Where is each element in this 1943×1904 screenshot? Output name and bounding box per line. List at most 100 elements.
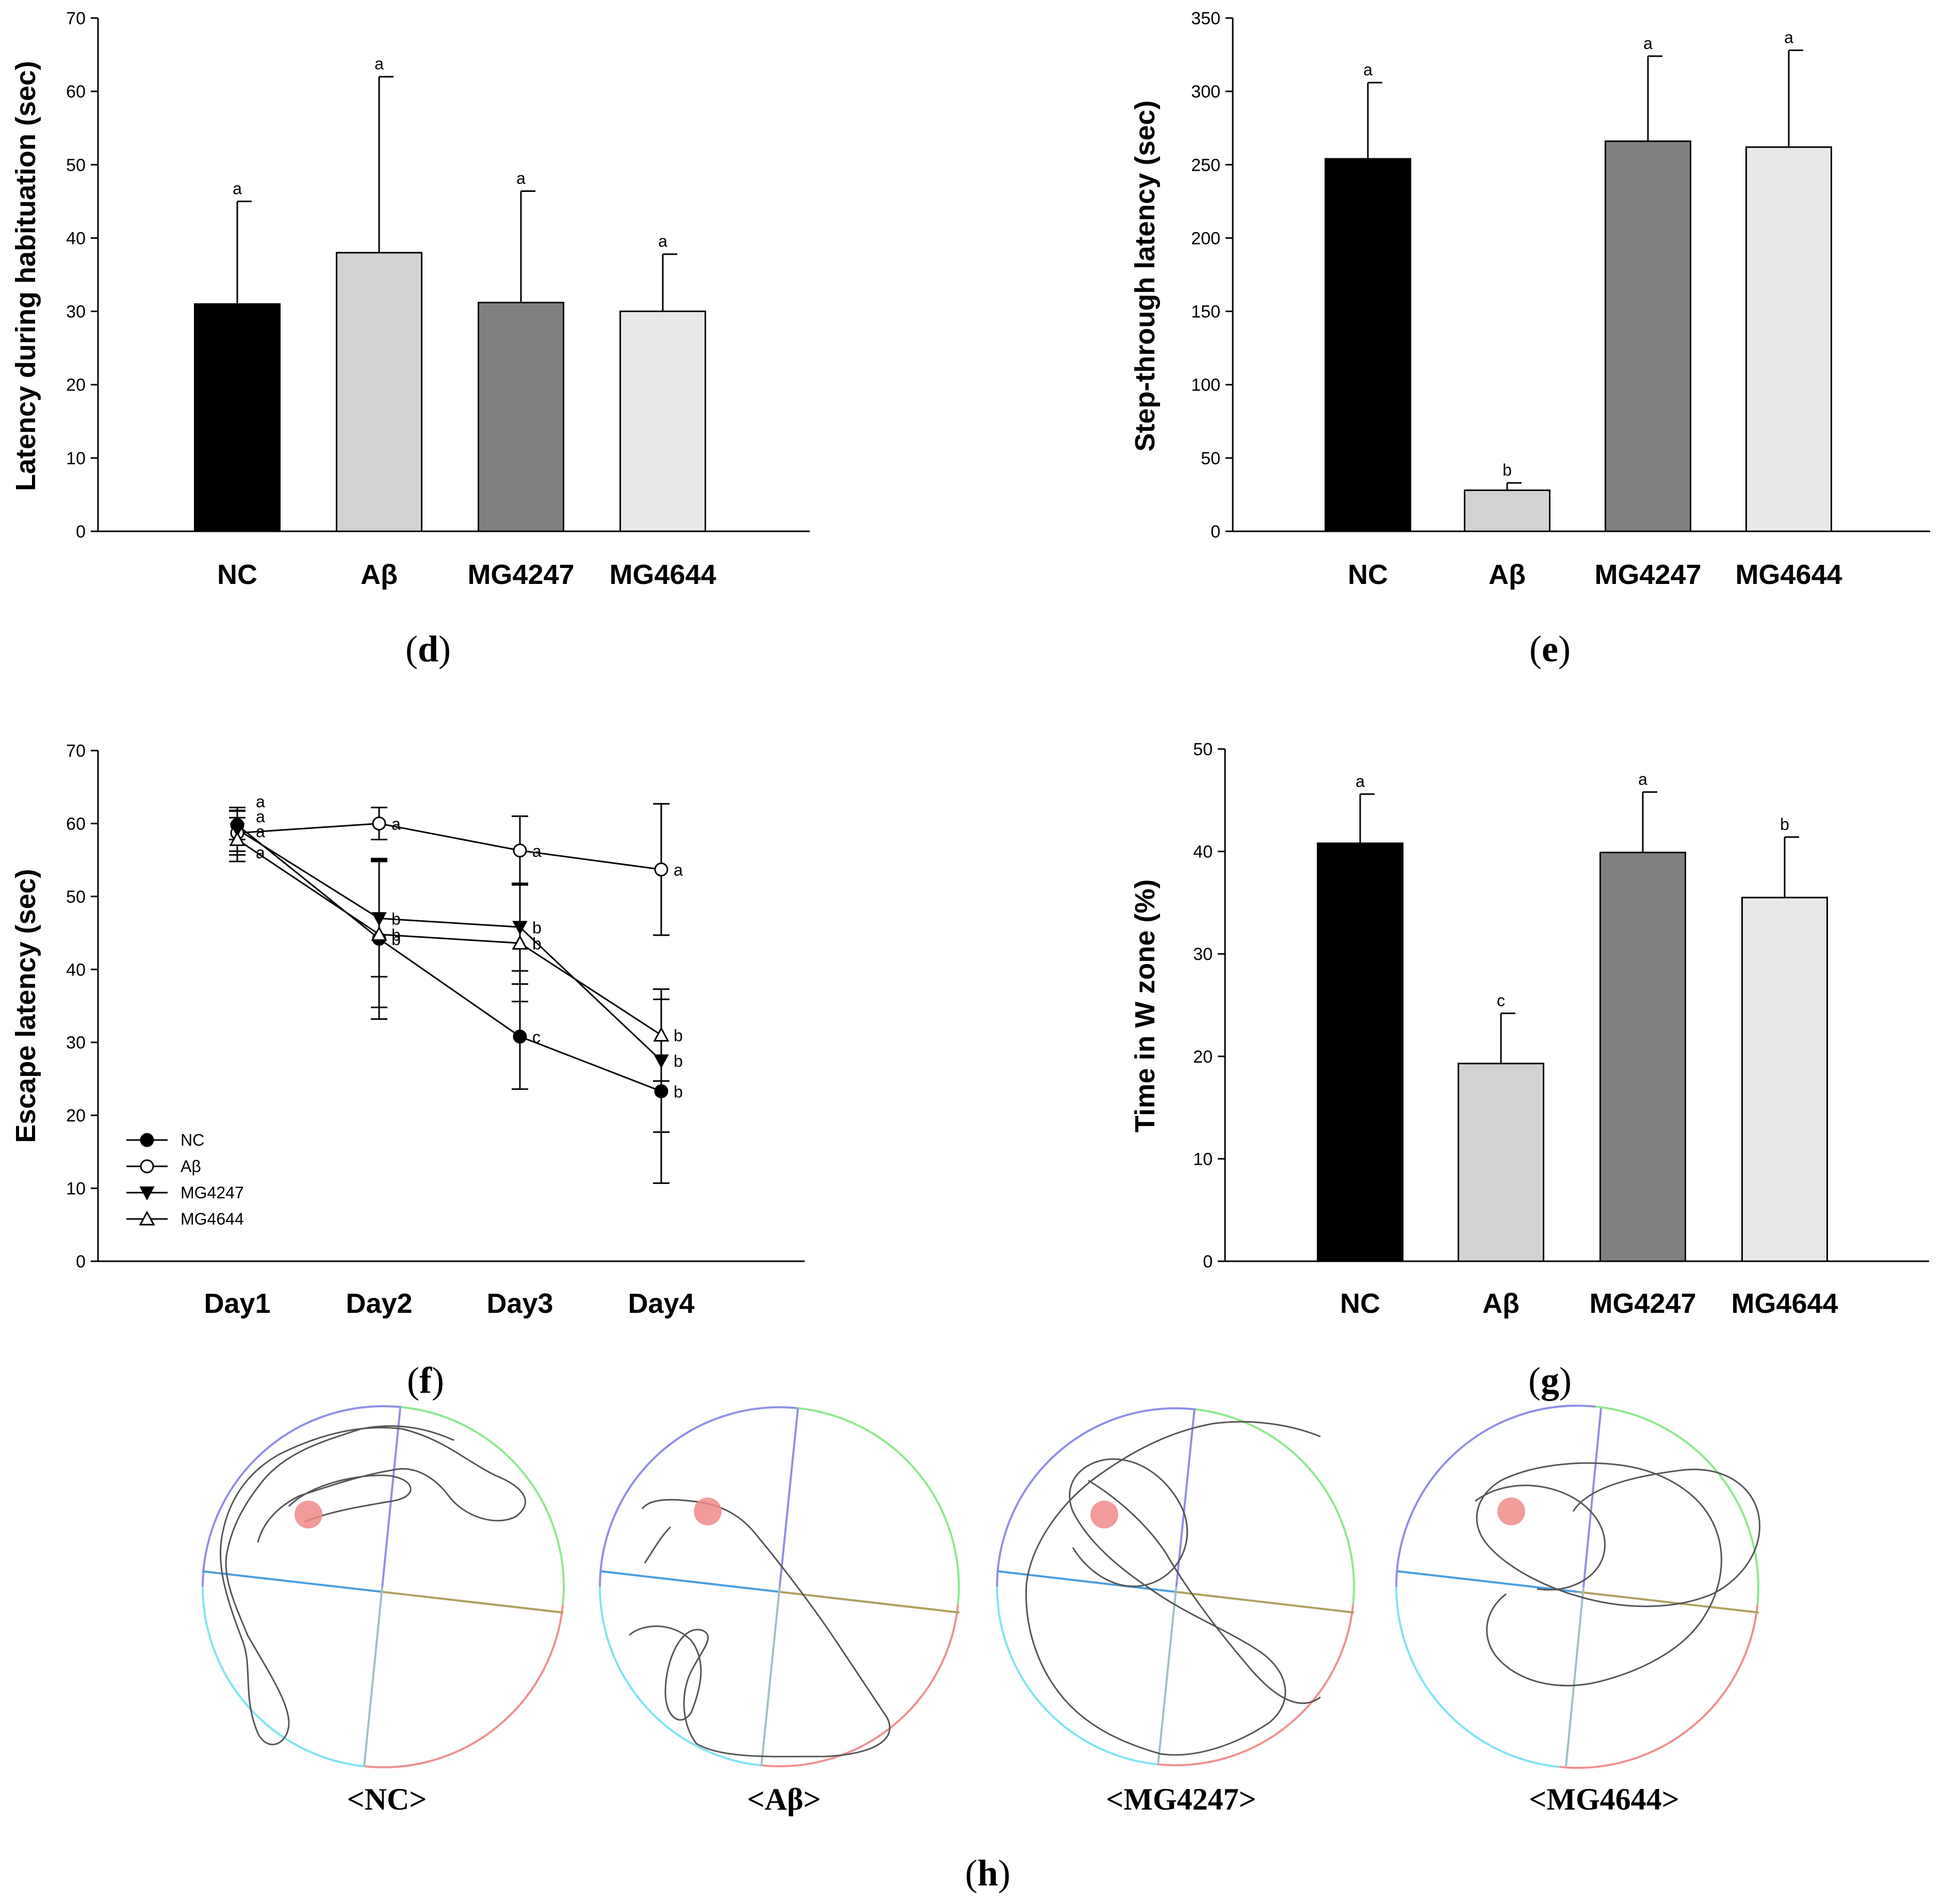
pool-divider-east — [1578, 1591, 1759, 1614]
pool-divider-south — [760, 1587, 781, 1767]
chart-f-sig-letter: a — [256, 843, 265, 862]
chart-e-step-through-latency: 0 50 100 150 200 250 300 350 a b a a NC Aβ MG4247 MG4… — [1130, 9, 1930, 670]
chart-f-sig-letter: b — [391, 930, 401, 949]
chart-d-ytick-label: 0 — [76, 522, 86, 542]
chart-d-ylabel: Latency during habituation (sec) — [10, 61, 41, 491]
chart-f-point-NC — [513, 1029, 527, 1044]
pool-divider-west — [1397, 1570, 1579, 1593]
chart-g-bar — [1741, 897, 1828, 1262]
chart-d-bar — [478, 302, 564, 532]
pool-quadrant-ne-arc — [401, 1406, 565, 1605]
chart-g-ytick-label: 30 — [1193, 945, 1213, 964]
pool-quadrant-se-arc — [1559, 1604, 1759, 1769]
chart-d-ytick-label: 60 — [66, 82, 86, 102]
chart-f-point-MG4644 — [371, 926, 387, 941]
chart-g-ytick-label: 40 — [1193, 842, 1213, 862]
pool-quadrant-nw-arc — [996, 1407, 1194, 1587]
chart-d-bar — [194, 303, 281, 532]
chart-d-ytick-label: 50 — [66, 155, 86, 175]
pool-quadrant-ne-arc — [1595, 1405, 1759, 1605]
pool-quadrant-sw-arc — [202, 1586, 366, 1768]
chart-f-point-MG4247 — [230, 823, 245, 837]
chart-f-legend-label: MG4247 — [181, 1183, 244, 1202]
swim-path — [628, 1499, 891, 1757]
chart-g-xtick-label: NC — [1340, 1288, 1380, 1319]
chart-d-sig-letter: a — [516, 169, 526, 187]
track-nc — [202, 1405, 565, 1768]
chart-e-panel-label: (e) — [1529, 628, 1571, 670]
hidden-platform — [1497, 1498, 1525, 1525]
pool-quadrant-se-arc — [1157, 1604, 1354, 1766]
chart-g-ylabel: Time in W zone (%) — [1130, 879, 1161, 1132]
track-mg4644 — [1395, 1405, 1760, 1769]
chart-f-legend-label: MG4644 — [181, 1210, 244, 1228]
hidden-platform — [1090, 1501, 1118, 1528]
chart-e-sig-letter: b — [1503, 461, 1512, 479]
chart-e-bar — [1745, 146, 1832, 532]
chart-f-point-MG4247 — [654, 1054, 669, 1069]
track-abeta — [599, 1406, 960, 1767]
pool-quadrant-se-arc — [365, 1604, 564, 1768]
chart-g-ytick-label: 20 — [1193, 1047, 1213, 1067]
chart-f-point-MG4644 — [512, 935, 528, 950]
track-label-nc: <NC> — [347, 1782, 427, 1816]
pool-quadrant-nw-arc — [202, 1405, 402, 1587]
chart-g-sig-letter: a — [1356, 772, 1365, 790]
pool-divider-west — [202, 1570, 383, 1593]
chart-d-sig-letter: a — [374, 55, 384, 73]
chart-f-sig-letter: c — [532, 1028, 541, 1046]
swim-path — [1475, 1462, 1760, 1687]
chart-f-xtick-label: Day4 — [628, 1288, 694, 1319]
chart-f-sig-letter: a — [256, 792, 265, 811]
chart-f-series-line-Aβ — [237, 822, 662, 871]
water-maze-tracks: <NC> <Aβ> <MG4247> <MG4644> (h) — [202, 1405, 1760, 1894]
chart-g-ytick-label: 50 — [1193, 740, 1213, 759]
chart-f-sig-letter: a — [256, 807, 265, 826]
chart-f-sig-letter: b — [391, 909, 401, 928]
chart-e-ytick-label: 250 — [1191, 155, 1220, 175]
track-mg4247 — [996, 1407, 1355, 1766]
chart-f-point-NC — [654, 1084, 668, 1098]
pool-quadrant-nw-arc — [1395, 1405, 1596, 1587]
chart-e-bar — [1605, 140, 1691, 532]
chart-f-sig-letter: a — [391, 815, 401, 833]
pool-quadrant-ne-arc — [1193, 1408, 1355, 1605]
chart-d-xtick-label: NC — [217, 559, 257, 590]
chart-d-panel-label: (d) — [405, 628, 451, 670]
track-label-mg4247: <MG4247> — [1106, 1782, 1256, 1816]
chart-g-xtick-label: Aβ — [1482, 1288, 1520, 1319]
chart-d-xtick-label: MG4644 — [609, 559, 716, 590]
chart-f-ytick-label: 10 — [66, 1179, 86, 1199]
chart-g-ytick-label: 10 — [1193, 1149, 1213, 1169]
track-label-mg4644: <MG4644> — [1529, 1782, 1679, 1816]
chart-e-ytick-label: 100 — [1191, 376, 1220, 395]
chart-d-ytick-label: 20 — [66, 376, 86, 395]
chart-f-ytick-label: 40 — [66, 960, 86, 980]
chart-e-xtick-label: MG4644 — [1735, 559, 1842, 590]
swim-path — [1025, 1421, 1321, 1756]
pool-quadrant-sw-arc — [996, 1586, 1158, 1766]
chart-d-sig-letter: a — [233, 179, 242, 198]
chart-f-xtick-label: Day1 — [204, 1288, 270, 1319]
pool-quadrant-sw-arc — [1395, 1586, 1560, 1768]
chart-g-bar — [1599, 852, 1686, 1262]
pool-divider-east — [382, 1591, 564, 1614]
pool-quadrant-ne-arc — [797, 1407, 960, 1605]
chart-f-xtick-label: Day2 — [346, 1288, 412, 1319]
chart-f-point-MG4644 — [653, 1027, 670, 1042]
chart-g-panel-label: (g) — [1528, 1360, 1572, 1401]
chart-h-panel-label: (h) — [965, 1852, 1010, 1894]
pool-divider-east — [780, 1591, 960, 1614]
chart-f-ytick-label: 0 — [76, 1252, 86, 1272]
pool-divider-north — [1582, 1408, 1602, 1588]
chart-d-latency-habituation: 0 10 20 30 40 50 60 70 a a a a NC Aβ MG4247 MG4644 La… — [10, 9, 810, 670]
chart-e-sig-letter: a — [1784, 28, 1793, 47]
chart-f-point-MG4247 — [512, 921, 528, 935]
chart-f-sig-letter: b — [674, 1052, 683, 1070]
chart-f-series-line-MG4644 — [237, 839, 662, 1036]
chart-f-point-Aβ — [513, 843, 527, 858]
pool-quadrant-nw-arc — [599, 1406, 797, 1587]
chart-e-bar — [1464, 489, 1550, 532]
chart-g-bar — [1458, 1063, 1544, 1262]
